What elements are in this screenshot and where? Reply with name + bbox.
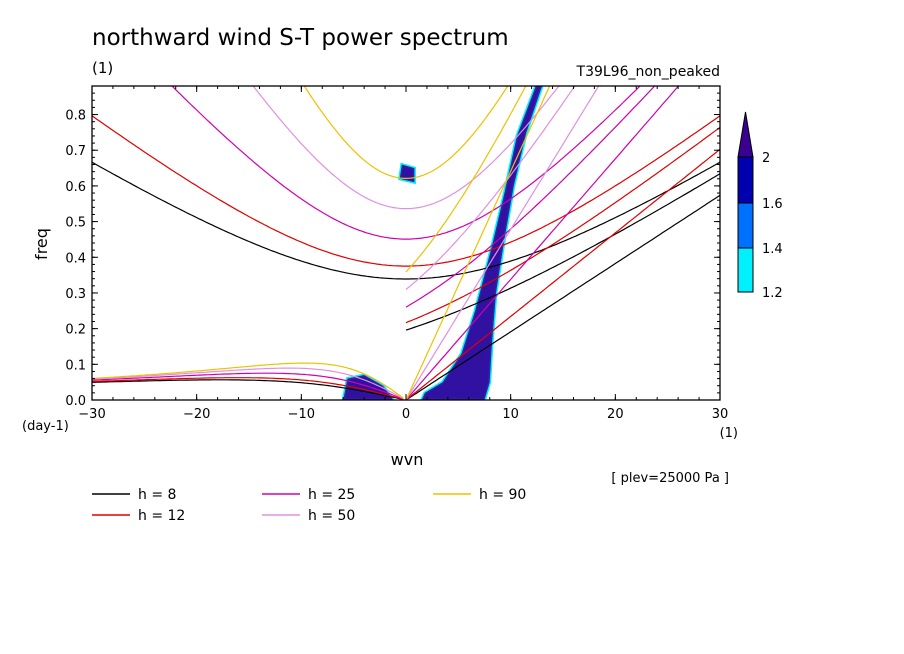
- plot-frame: [91, 85, 721, 401]
- x-tick-label: −10: [288, 407, 315, 422]
- power-shading: [341, 86, 544, 400]
- rossby-curve: [92, 367, 404, 400]
- chart-subtitle-left: (1): [92, 59, 113, 77]
- shaded-region-core: [421, 86, 543, 400]
- y-axis-unit: (day-1): [22, 419, 69, 434]
- legend-label: h = 8: [138, 487, 176, 503]
- y-tick-label: 0.4: [65, 251, 86, 266]
- y-axis-label: freq: [32, 228, 51, 260]
- inertio-gravity-curve: [303, 86, 509, 180]
- colorbar-box: [737, 247, 754, 293]
- mrg-curve: [405, 86, 527, 273]
- mrg-curve: [405, 86, 576, 290]
- kelvin-curve: [405, 148, 720, 400]
- legend: h = 8 h = 12 h = 25 h = 50 h = 90: [92, 487, 526, 524]
- chart-subtitle-right: T39L96_non_peaked: [576, 64, 720, 80]
- legend-label: h = 50: [308, 508, 355, 524]
- y-tick-label: 0.2: [65, 323, 86, 338]
- inertio-gravity-curve: [92, 115, 720, 267]
- colorbar-label: 1.2: [762, 286, 783, 301]
- kelvin-curve: [405, 86, 551, 400]
- inertio-gravity-curve: [252, 86, 560, 210]
- colorbar-label: 1.6: [762, 197, 783, 212]
- colorbar-label: 1.4: [762, 242, 783, 257]
- y-tick-label: 0.0: [65, 394, 86, 409]
- rossby-curve: [92, 377, 404, 400]
- y-tick-label: 0.3: [65, 287, 86, 302]
- x-tick-label: 10: [502, 407, 519, 422]
- colorbar-box: [737, 156, 754, 204]
- x-axis-label: wvn: [391, 450, 424, 469]
- y-tick-label: 0.6: [65, 180, 86, 195]
- legend-label: h = 90: [479, 487, 526, 503]
- dispersion-curves: [92, 86, 720, 400]
- legend-label: h = 12: [138, 508, 185, 524]
- inertio-gravity-curve: [171, 86, 641, 240]
- rossby-curve: [92, 379, 404, 400]
- mrg-curve: [405, 173, 720, 331]
- colorbar-arrow: [737, 111, 754, 158]
- x-tick-label: −30: [78, 407, 105, 422]
- x-axis-unit: (1): [720, 426, 738, 441]
- axis-ticks: −30 −20 −10 0 10 20 30 0.0 0.1 0.2 0.3 0.4 0.5 0.6 0.7…: [65, 86, 728, 422]
- kelvin-curve: [405, 194, 720, 400]
- colorbar: 1.2 1.4 1.6 2: [737, 111, 783, 301]
- kelvin-curve: [405, 86, 680, 400]
- x-tick-label: 20: [607, 407, 624, 422]
- pressure-annotation: [ plev=25000 Pa ]: [611, 471, 729, 486]
- y-tick-label: 0.7: [65, 144, 86, 159]
- kelvin-curve: [405, 86, 600, 400]
- y-tick-label: 0.8: [65, 109, 86, 124]
- x-tick-label: −20: [183, 407, 210, 422]
- y-tick-label: 0.5: [65, 216, 86, 231]
- legend-label: h = 25: [308, 487, 355, 503]
- colorbar-label: 2: [762, 151, 770, 166]
- rossby-curve: [92, 372, 404, 400]
- colorbar-box: [737, 202, 754, 249]
- inertio-gravity-curve: [92, 161, 720, 280]
- mrg-curve: [405, 86, 656, 308]
- chart-title: northward wind S-T power spectrum: [92, 25, 509, 51]
- y-tick-label: 0.1: [65, 358, 86, 373]
- x-tick-label: 0: [402, 407, 410, 422]
- plot-area: [92, 86, 720, 400]
- x-tick-label: 30: [712, 407, 729, 422]
- rossby-curve: [92, 362, 404, 399]
- mrg-curve: [405, 126, 720, 324]
